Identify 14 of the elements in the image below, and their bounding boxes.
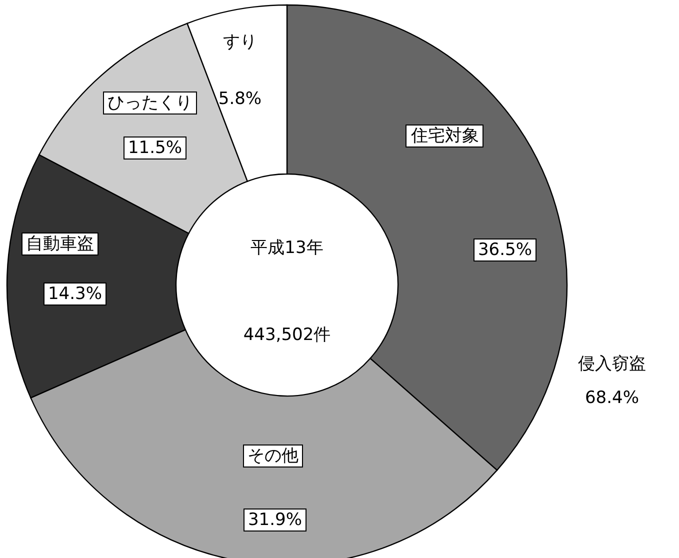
data-label: 31.9% bbox=[248, 510, 302, 530]
slice-label: 住宅対象 bbox=[410, 126, 479, 146]
data-label: 36.5% bbox=[478, 240, 532, 260]
slice-label: ひったくり bbox=[108, 93, 192, 113]
text: 443,502件 bbox=[243, 325, 331, 345]
data-label: 14.3% bbox=[48, 284, 102, 304]
slice-label: すり bbox=[223, 32, 257, 52]
text: 68.4% bbox=[584, 388, 640, 408]
data-label: 11.5% bbox=[128, 138, 182, 158]
slice-label: その他 bbox=[248, 446, 298, 466]
data-label: 5.8% bbox=[218, 89, 262, 109]
slice-label: 自動車盗 bbox=[26, 234, 94, 254]
text: 平成13年 bbox=[250, 238, 324, 258]
text: 侵入窃盗 bbox=[578, 354, 646, 374]
